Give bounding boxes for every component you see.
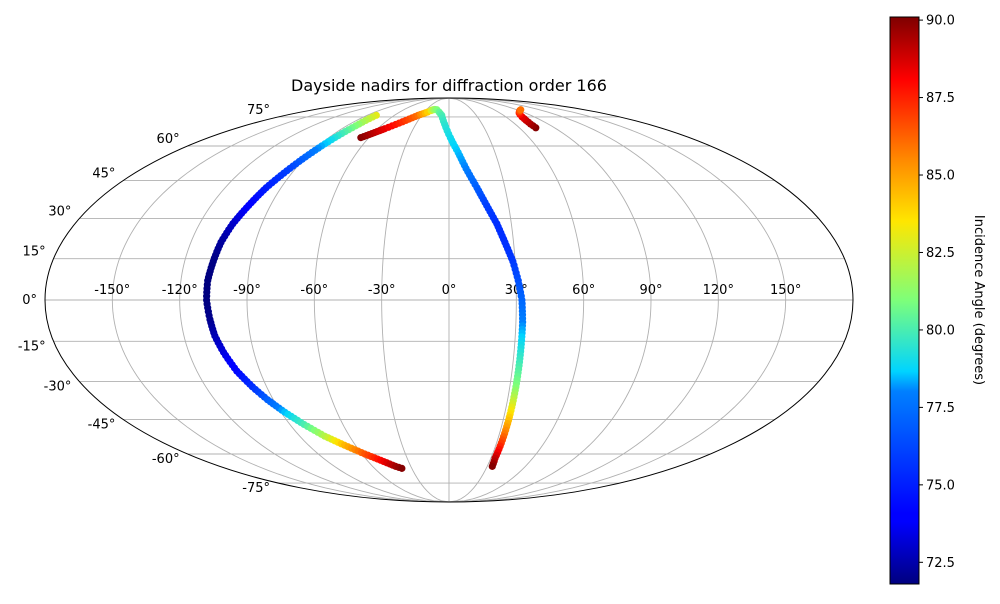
data-point <box>517 106 525 114</box>
data-point <box>398 464 406 472</box>
latitude-tick-labels: -75° -60° -45° -30° -15° 0° 15° 30° 45° 60° 75° <box>18 103 270 496</box>
longitude-tick-label: 60° <box>572 283 595 298</box>
colorbar-tick-label: 87.5 <box>926 91 955 106</box>
colorbar-label: Incidence Angle (degrees) <box>971 215 986 385</box>
longitude-tick-labels: -150° -120° -90° -60° -30° 0° 30° 60° 90° 120° 150… <box>94 283 801 298</box>
data-point <box>488 462 496 470</box>
longitude-tick-label: -60° <box>300 283 328 298</box>
latitude-tick-label: 60° <box>157 132 180 147</box>
longitude-tick-label: -90° <box>233 283 261 298</box>
longitude-tick-label: -120° <box>162 283 198 298</box>
colorbar-tick-label: 75.0 <box>926 478 955 493</box>
colorbar-tick-label: 82.5 <box>926 246 955 261</box>
latitude-tick-label: -75° <box>242 481 270 496</box>
map-boundary <box>44 97 854 503</box>
longitude-tick-label: -150° <box>94 283 130 298</box>
graticule <box>45 98 853 502</box>
latitude-tick-label: 15° <box>23 245 46 260</box>
colorbar-tick-label: 85.0 <box>926 169 955 184</box>
longitude-tick-label: 90° <box>639 283 662 298</box>
colorbar-tick-label: 77.5 <box>926 401 955 416</box>
data-points <box>203 105 540 472</box>
longitude-tick-label: 120° <box>703 283 734 298</box>
longitude-tick-label: 150° <box>770 283 801 298</box>
latitude-tick-label: 45° <box>92 166 115 181</box>
longitude-tick-label: 0° <box>442 283 457 298</box>
colorbar <box>889 16 920 585</box>
colorbar-ticks: 72.5 75.0 77.5 80.0 82.5 85.0 87.5 90.0 <box>919 14 955 571</box>
latitude-tick-label: 30° <box>48 204 71 219</box>
chart-title: Dayside nadirs for diffraction order 166 <box>291 76 607 95</box>
latitude-tick-label: -15° <box>18 339 46 354</box>
latitude-tick-label: 75° <box>247 103 270 118</box>
latitude-tick-label: 0° <box>22 293 37 308</box>
latitude-tick-label: -60° <box>152 452 180 467</box>
colorbar-tick-label: 72.5 <box>926 556 955 571</box>
colorbar-tick-label: 90.0 <box>926 14 955 29</box>
latitude-tick-label: -45° <box>88 418 116 433</box>
latitude-tick-label: -30° <box>44 380 72 395</box>
colorbar-tick-label: 80.0 <box>926 323 955 338</box>
longitude-tick-label: -30° <box>368 283 396 298</box>
